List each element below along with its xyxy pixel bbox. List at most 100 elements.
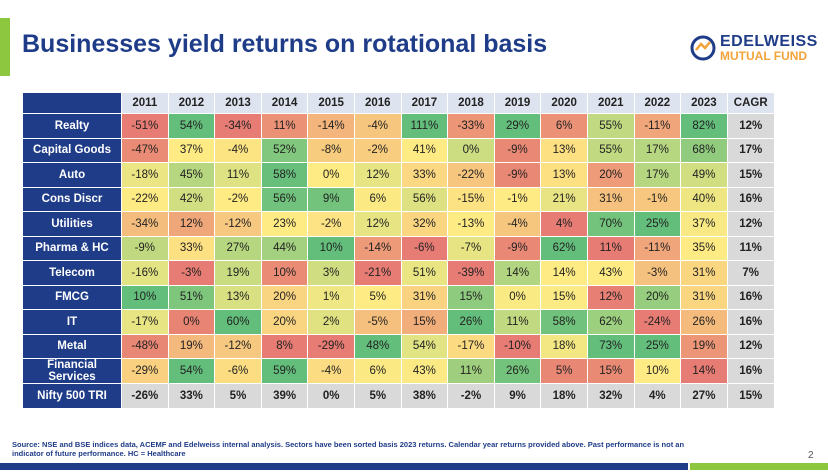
return-cell: 58%	[260, 162, 309, 188]
cagr-cell: 12%	[726, 113, 775, 139]
row-label: Metal	[22, 333, 122, 359]
return-cell: -11%	[633, 235, 682, 261]
return-cell: -5%	[353, 309, 402, 335]
return-cell: -14%	[353, 235, 402, 261]
column-header: 2020	[540, 92, 588, 114]
row-label: Realty	[22, 113, 122, 139]
return-cell: 18%	[540, 333, 588, 359]
return-cell: -2%	[214, 186, 262, 212]
return-cell: 9%	[307, 186, 355, 212]
return-cell: 20%	[260, 309, 309, 335]
return-cell: -14%	[307, 113, 355, 139]
return-cell: 10%	[260, 260, 309, 286]
return-cell: -1%	[493, 186, 542, 212]
cagr-cell: 17%	[726, 137, 775, 163]
return-cell: 54%	[167, 358, 216, 384]
return-cell: 40%	[680, 186, 728, 212]
return-cell: 70%	[586, 211, 635, 237]
footer-bar-accent	[690, 463, 828, 470]
column-header: CAGR	[726, 92, 775, 114]
return-cell: 3%	[307, 260, 355, 286]
return-cell: -9%	[493, 235, 542, 261]
return-cell: 14%	[493, 260, 542, 286]
return-cell: 13%	[540, 162, 588, 188]
return-cell: 68%	[680, 137, 728, 163]
return-cell: 37%	[680, 211, 728, 237]
return-cell: 62%	[540, 235, 588, 261]
cagr-cell: 16%	[726, 186, 775, 212]
column-header: 2021	[586, 92, 635, 114]
return-cell: -3%	[167, 260, 216, 286]
return-cell: 26%	[447, 309, 495, 335]
return-cell: 5%	[214, 383, 262, 409]
logo-name: EDELWEISS	[720, 33, 818, 50]
return-cell: 10%	[307, 235, 355, 261]
return-cell: -18%	[121, 162, 169, 188]
return-cell: 5%	[353, 284, 402, 310]
return-cell: -16%	[121, 260, 169, 286]
return-cell: 11%	[447, 358, 495, 384]
column-header: 2014	[260, 92, 309, 114]
return-cell: 52%	[260, 137, 309, 163]
return-cell: 31%	[586, 186, 635, 212]
return-cell: 45%	[167, 162, 216, 188]
return-cell: 6%	[540, 113, 588, 139]
row-label: Financial Services	[22, 358, 122, 384]
table-row: Cons Discr -22% 42% -2% 56% 9% 6% 56% -15% -1% 21%…	[22, 186, 775, 212]
return-cell: 27%	[680, 383, 728, 409]
return-cell: 0%	[307, 383, 355, 409]
return-cell: -11%	[633, 113, 682, 139]
return-cell: 19%	[680, 333, 728, 359]
return-cell: -26%	[121, 383, 169, 409]
return-cell: -9%	[493, 137, 542, 163]
return-cell: -3%	[633, 260, 682, 286]
return-cell: 2%	[307, 309, 355, 335]
row-label: Nifty 500 TRI	[22, 383, 122, 409]
return-cell: -1%	[633, 186, 682, 212]
cagr-cell: 15%	[726, 383, 775, 409]
corner-cell	[22, 92, 122, 114]
return-cell: 60%	[214, 309, 262, 335]
return-cell: 56%	[260, 186, 309, 212]
return-cell: 25%	[633, 211, 682, 237]
page-number: 2	[808, 450, 814, 461]
column-header: 2011	[121, 92, 169, 114]
logo: EDELWEISS MUTUAL FUND	[690, 33, 820, 65]
return-cell: 13%	[214, 284, 262, 310]
row-label: FMCG	[22, 284, 122, 310]
return-cell: 42%	[167, 186, 216, 212]
column-header: 2019	[493, 92, 542, 114]
return-cell: 62%	[586, 309, 635, 335]
return-cell: 15%	[586, 358, 635, 384]
return-cell: -10%	[493, 333, 542, 359]
return-cell: -6%	[214, 358, 262, 384]
return-cell: -21%	[353, 260, 402, 286]
return-cell: 39%	[260, 383, 309, 409]
return-cell: -39%	[447, 260, 495, 286]
return-cell: 31%	[680, 260, 728, 286]
return-cell: 26%	[680, 309, 728, 335]
return-cell: 1%	[307, 284, 355, 310]
return-cell: 17%	[633, 162, 682, 188]
accent-bar	[0, 18, 10, 76]
return-cell: -29%	[307, 333, 355, 359]
return-cell: -17%	[121, 309, 169, 335]
return-cell: 17%	[633, 137, 682, 163]
return-cell: 31%	[400, 284, 449, 310]
source-note: Source: NSE and BSE indices data, ACEMF …	[12, 440, 685, 458]
return-cell: 12%	[167, 211, 216, 237]
return-cell: 11%	[493, 309, 542, 335]
return-cell: 58%	[540, 309, 588, 335]
table-row: Nifty 500 TRI -26% 33% 5% 39% 0% 5% 38% -2% 9% 18%…	[22, 383, 775, 409]
return-cell: -12%	[214, 211, 262, 237]
return-cell: 48%	[353, 333, 402, 359]
return-cell: 11%	[214, 162, 262, 188]
return-cell: 35%	[680, 235, 728, 261]
cagr-cell: 16%	[726, 284, 775, 310]
return-cell: 31%	[680, 284, 728, 310]
column-header: 2016	[353, 92, 402, 114]
return-cell: 33%	[400, 162, 449, 188]
return-cell: 6%	[353, 358, 402, 384]
return-cell: -9%	[121, 235, 169, 261]
